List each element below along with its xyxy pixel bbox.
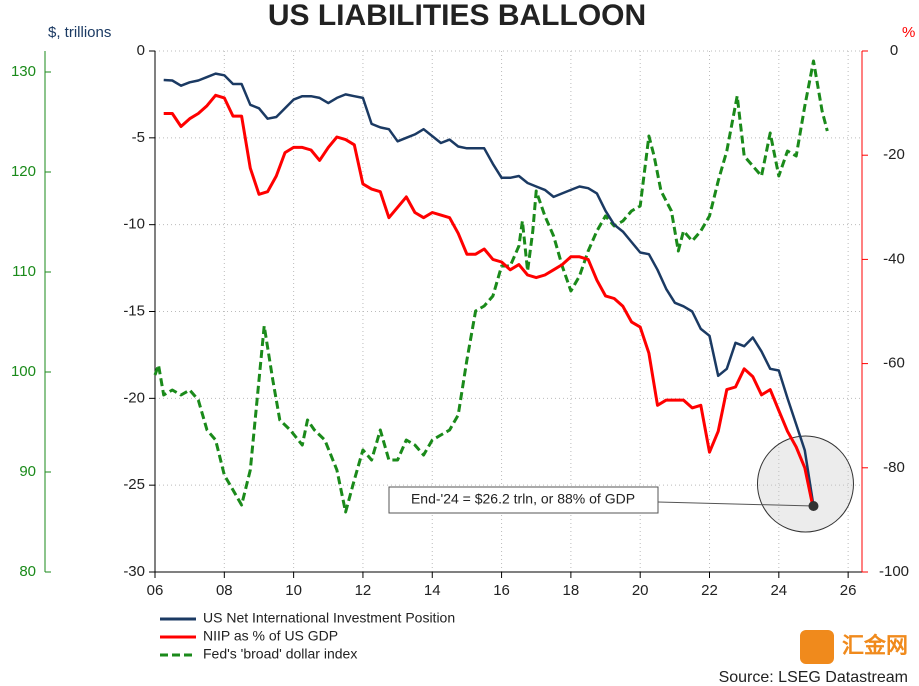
watermark: 汇金网	[842, 633, 908, 658]
annotation-box	[388, 486, 659, 514]
y-tick-label: 0	[137, 42, 145, 59]
legend-label: Fed's 'broad' dollar index	[203, 646, 357, 662]
x-tick-label: 08	[216, 582, 233, 599]
y-tick-label: -20	[123, 389, 145, 406]
y2-tick-label: -80	[883, 459, 905, 476]
y2-tick-label: 0	[890, 42, 898, 59]
y3-tick-label: 120	[11, 163, 36, 180]
y3-tick-label: 100	[11, 363, 36, 380]
y3-tick-label: 110	[12, 263, 36, 280]
y3-tick-label: 90	[19, 463, 36, 480]
y2-axis-label: %	[902, 24, 915, 41]
y2-tick-label: -40	[883, 250, 905, 267]
x-tick-label: 10	[285, 582, 302, 599]
y-axis-label: $, trillions	[48, 24, 111, 41]
x-tick-label: 12	[355, 582, 372, 599]
end-point	[808, 501, 819, 512]
source: Source: LSEG Datastream	[719, 669, 908, 686]
x-tick-label: 22	[701, 582, 718, 599]
x-tick-label: 18	[563, 582, 580, 599]
x-tick-label: 20	[632, 582, 649, 599]
legend-label: NIIP as % of US GDP	[203, 628, 338, 644]
x-tick-label: 16	[493, 582, 510, 599]
y-tick-label: -5	[132, 129, 145, 146]
y2-tick-label: -20	[883, 146, 905, 163]
y-tick-label: -30	[123, 563, 145, 580]
x-tick-label: 14	[424, 582, 441, 599]
annotation: End-'24 = $26.2 trln, or 88% of GDP	[411, 491, 635, 507]
y-tick-label: -25	[123, 476, 145, 493]
y2-tick-label: -100	[879, 563, 909, 580]
highlight-circle	[756, 435, 854, 533]
logo	[800, 630, 834, 664]
x-tick-label: 06	[147, 582, 164, 599]
legend-label: US Net International Investment Position	[203, 610, 455, 626]
y-tick-label: -15	[123, 302, 145, 319]
x-tick-label: 26	[840, 582, 857, 599]
series-line	[163, 93, 815, 510]
x-tick-label: 24	[770, 582, 787, 599]
y-tick-label: -10	[123, 216, 145, 233]
y2-tick-label: -60	[883, 355, 905, 372]
series-line	[153, 59, 829, 514]
y3-tick-label: 80	[19, 563, 36, 580]
y3-tick-label: 130	[11, 63, 36, 80]
series-line	[163, 72, 815, 507]
annotation-leader	[657, 501, 814, 507]
chart-title: US LIABILITIES BALLOON	[268, 0, 646, 32]
